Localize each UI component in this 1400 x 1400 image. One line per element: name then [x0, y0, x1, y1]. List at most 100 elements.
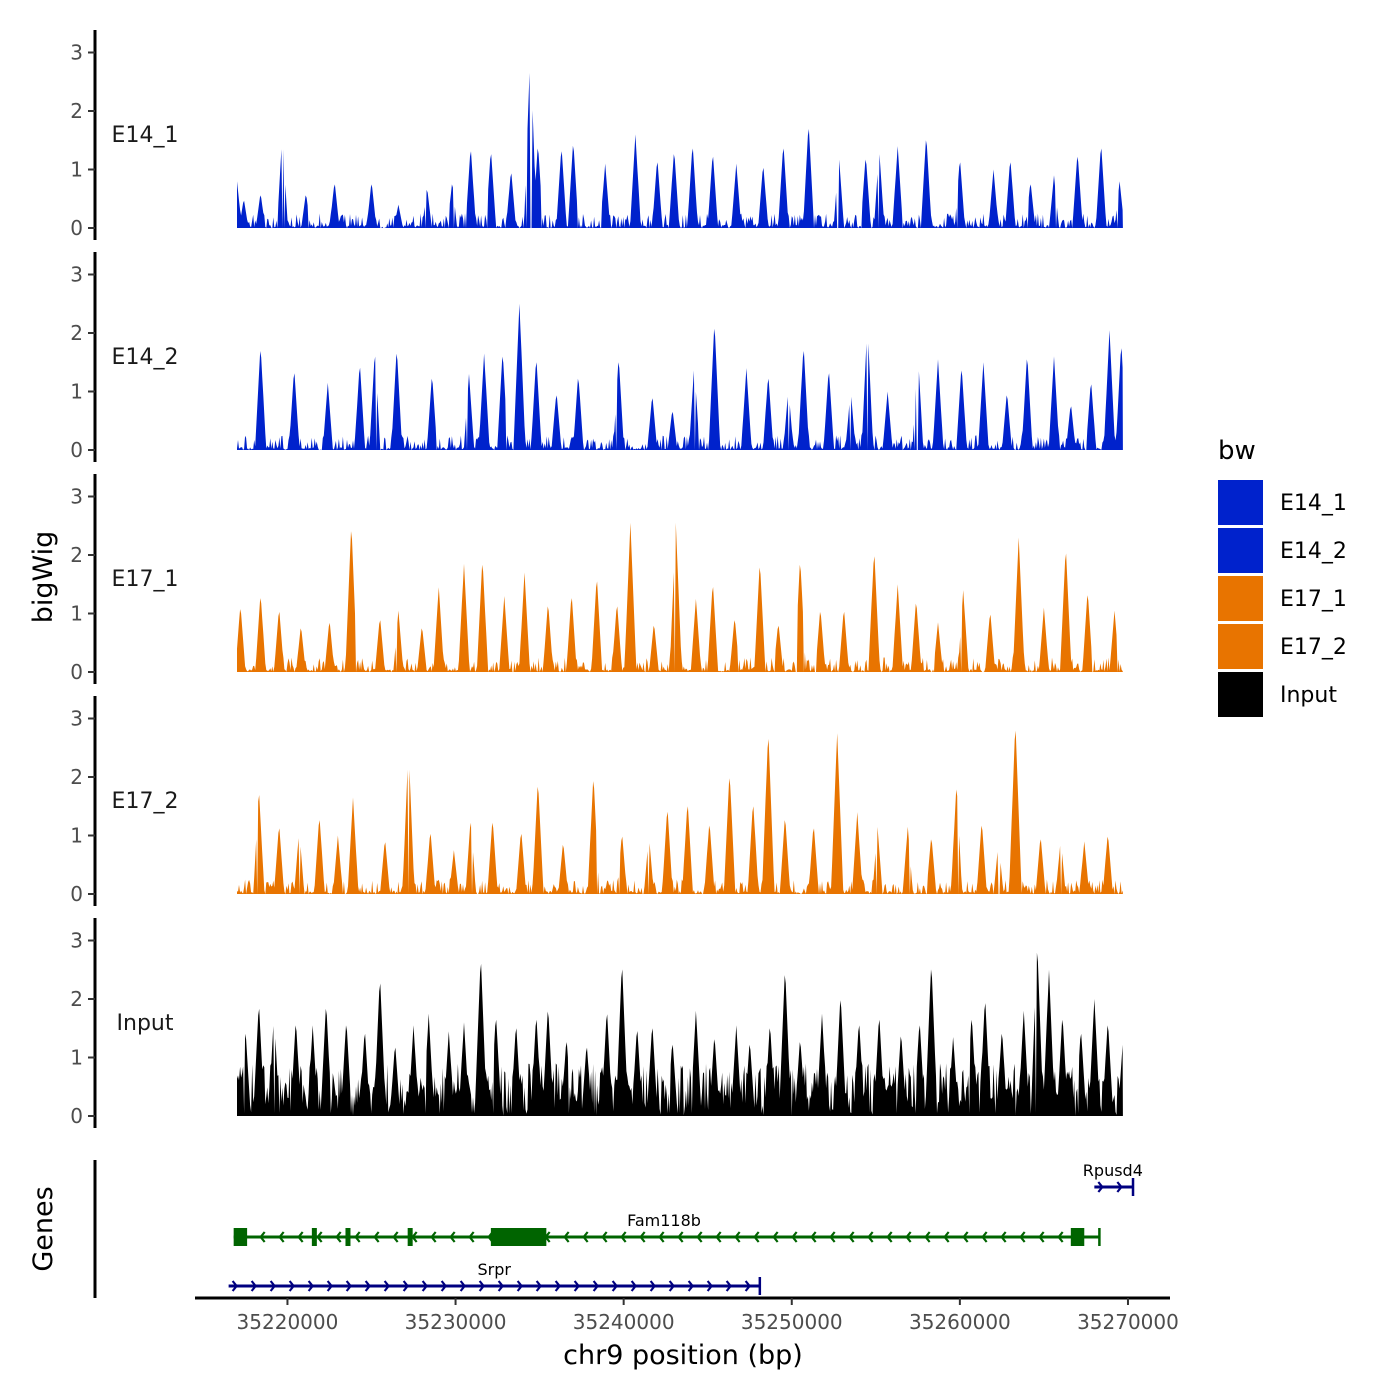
strand-chevron [573, 1280, 581, 1292]
strand-chevron [326, 1280, 334, 1292]
y-tick-label: 3 [70, 485, 83, 509]
gene-Srpr: Srpr [228, 1260, 762, 1295]
strand-chevron [316, 1231, 323, 1243]
legend-title: bw [1218, 436, 1256, 466]
y-tick-label: 0 [70, 660, 83, 684]
strand-chevron [288, 1280, 296, 1292]
strand-chevron [677, 1231, 684, 1243]
strand-chevron [886, 1231, 893, 1243]
strand-chevron [582, 1231, 589, 1243]
gene-label: Rpusd4 [1083, 1161, 1143, 1180]
strand-chevron [497, 1280, 505, 1292]
x-axis: 35220000 35230000 35240000 35250000 35260000… [195, 1296, 1179, 1334]
track-E17_1: 0 1 2 3 E17_1 [70, 474, 1123, 684]
strand-chevron [535, 1280, 543, 1292]
strand-chevron [554, 1280, 562, 1292]
track-E14_2: 0 1 2 3 E14_2 [70, 252, 1123, 462]
strand-chevron [620, 1231, 627, 1243]
y-tick-label: 2 [70, 543, 83, 567]
signal-area-E14_1 [237, 72, 1123, 229]
strand-chevron [563, 1231, 570, 1243]
strand-chevron [696, 1231, 703, 1243]
track-E14_1: 0 1 2 3 E14_1 [70, 30, 1123, 240]
strand-chevron [449, 1231, 456, 1243]
track-label: E17_2 [112, 789, 179, 814]
track-label: Input [117, 1011, 174, 1036]
legend-swatch-Input [1218, 672, 1263, 717]
y-tick-label: 3 [70, 707, 83, 731]
legend-swatch-E14_1 [1218, 480, 1263, 525]
strand-chevron [516, 1280, 524, 1292]
y-tick-label: 2 [70, 321, 83, 345]
strand-chevron [402, 1280, 410, 1292]
genes-panel-title: Genes [28, 1186, 59, 1271]
strand-chevron [335, 1231, 342, 1243]
y-tick-label: 3 [70, 263, 83, 287]
strand-chevron [592, 1280, 600, 1292]
y-tick-label: 0 [70, 1104, 83, 1128]
x-tick-label: 35220000 [237, 1310, 339, 1334]
exon-marker [407, 1228, 413, 1246]
strand-chevron [658, 1231, 665, 1243]
strand-chevron [753, 1231, 760, 1243]
legend-swatch-E14_2 [1218, 528, 1263, 573]
strand-chevron [345, 1280, 353, 1292]
y-tick-label: 3 [70, 41, 83, 65]
gene-Rpusd4: Rpusd4 [1083, 1161, 1143, 1196]
track-label: E14_2 [112, 345, 179, 370]
strand-chevron [307, 1280, 315, 1292]
strand-chevron [668, 1280, 676, 1292]
strand-chevron [373, 1231, 380, 1243]
strand-chevron [259, 1231, 266, 1243]
x-tick-label: 35240000 [573, 1310, 675, 1334]
y-tick-label: 0 [70, 438, 83, 462]
legend: bw E14_1 E14_2 E17_1 E17_2 Input [1218, 436, 1347, 717]
strand-chevron [734, 1231, 741, 1243]
track-Input: 0 1 2 3 Input [70, 918, 1123, 1128]
strand-chevron [278, 1231, 285, 1243]
y-axis-title: bigWig [28, 531, 59, 624]
y-tick-label: 1 [70, 824, 83, 848]
y-tick-label: 1 [70, 1046, 83, 1070]
strand-chevron [744, 1280, 752, 1292]
strand-chevron [611, 1280, 619, 1292]
strand-chevron [639, 1231, 646, 1243]
strand-chevron [1019, 1231, 1026, 1243]
legend-swatch-E17_2 [1218, 624, 1263, 669]
strand-chevron [421, 1280, 429, 1292]
signal-area-E17_2 [237, 730, 1123, 894]
signal-area-E14_2 [237, 303, 1123, 450]
strand-chevron [269, 1280, 277, 1292]
strand-chevron [706, 1280, 714, 1292]
strand-chevron [810, 1231, 817, 1243]
x-tick-label: 35260000 [909, 1310, 1011, 1334]
x-tick-label: 35270000 [1077, 1310, 1179, 1334]
strand-chevron [848, 1231, 855, 1243]
strand-chevron [791, 1231, 798, 1243]
exon [490, 1228, 547, 1246]
strand-chevron [867, 1231, 874, 1243]
gene-label: Srpr [477, 1260, 511, 1279]
y-tick-label: 0 [70, 216, 83, 240]
x-tick-label: 35230000 [405, 1310, 507, 1334]
exon [233, 1228, 248, 1246]
gene-label: Fam118b [627, 1211, 701, 1230]
exon [1070, 1228, 1085, 1246]
legend-label-E14_1: E14_1 [1280, 491, 1347, 516]
legend-label-Input: Input [1280, 683, 1337, 708]
strand-chevron [829, 1231, 836, 1243]
strand-chevron [943, 1231, 950, 1243]
legend-label-E17_2: E17_2 [1280, 635, 1347, 660]
strand-chevron [981, 1231, 988, 1243]
signal-area-Input [237, 952, 1123, 1116]
strand-chevron [715, 1231, 722, 1243]
strand-chevron [383, 1280, 391, 1292]
gene-Fam118b: Fam118b [233, 1211, 1101, 1246]
strand-chevron [250, 1280, 258, 1292]
strand-chevron [354, 1231, 361, 1243]
signal-area-E17_1 [237, 522, 1123, 672]
track-label: E17_1 [112, 567, 179, 592]
y-tick-label: 1 [70, 380, 83, 404]
strand-chevron [725, 1280, 733, 1292]
strand-chevron [430, 1231, 437, 1243]
